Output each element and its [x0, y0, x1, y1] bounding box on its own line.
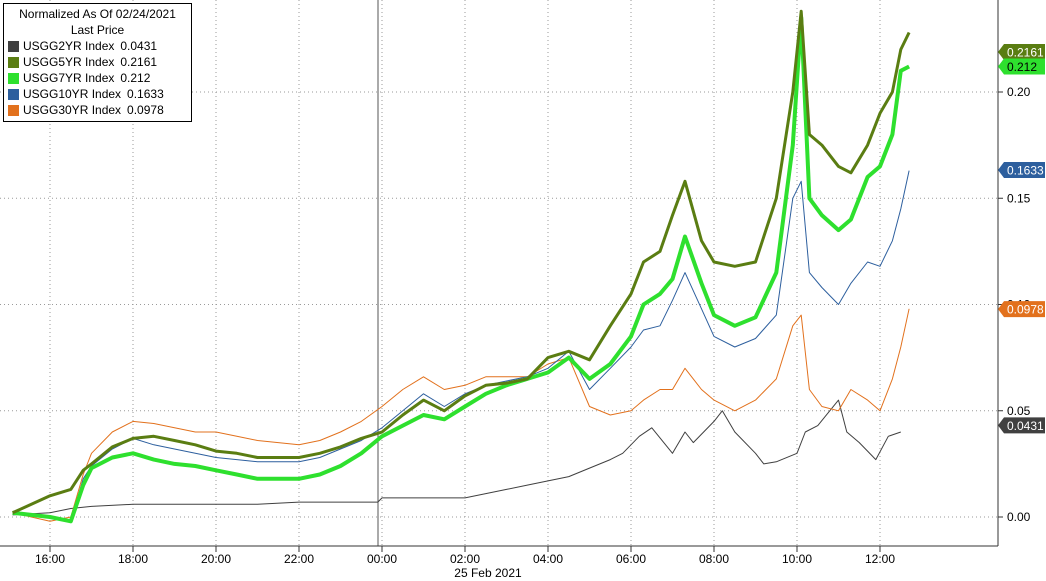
legend-swatch	[8, 88, 19, 100]
last-value-tag: 0.1633	[998, 161, 1045, 178]
legend-swatch	[8, 72, 19, 84]
series-line-usgg5yr	[11, 9, 911, 515]
x-tick-label: 08:00	[699, 552, 729, 566]
x-axis-label: 25 Feb 2021	[454, 566, 522, 580]
legend-series-value: 0.2161	[120, 55, 158, 69]
last-value-tag-label: 0.0431	[1007, 419, 1044, 433]
x-tick-label: 04:00	[533, 552, 563, 566]
x-tick-label: 18:00	[118, 552, 148, 566]
last-value-tag-box	[998, 44, 1045, 60]
last-value-tag: 0.0431	[998, 417, 1045, 434]
last-value-tag-box	[998, 417, 1045, 434]
y-axis: 0.000.050.100.150.20	[998, 85, 1031, 524]
legend-swatch	[8, 40, 19, 52]
x-tick-label: 12:00	[865, 552, 895, 566]
x-axis: 16:00 18:00 20:00 22:00 00:00 02:00 04:00 06:00…	[35, 546, 895, 566]
legend-entry: USGG2YR Index 0.0431	[8, 38, 187, 54]
series-line-usgg7yr	[12, 15, 911, 524]
legend-header: Last Price	[70, 23, 125, 37]
series-layer	[11, 9, 911, 524]
legend-entry: USGG7YR Index 0.212	[8, 70, 187, 86]
legend-swatch	[8, 56, 19, 68]
last-value-tag: 0.0978	[998, 301, 1045, 318]
last-value-tag-box	[998, 161, 1045, 178]
x-tick-label: 20:00	[201, 552, 231, 566]
x-tick-label: 02:00	[450, 552, 480, 566]
last-value-tag: 0.2161	[998, 44, 1045, 60]
x-tick-label: 10:00	[782, 552, 812, 566]
y-tick-label: 0.00	[1007, 510, 1031, 524]
value-tags: 0.2161 0.1633 0.0978 0.0431 0.212	[998, 44, 1045, 434]
legend-entry: USGG30YR Index 0.0978	[8, 102, 187, 118]
series-line-usgg2yr	[12, 399, 901, 516]
x-tick-label: 22:00	[284, 552, 314, 566]
last-value-tag-label: 0.1633	[1007, 163, 1044, 177]
x-tick-label: 00:00	[367, 552, 397, 566]
last-value-tag-label: 0.212	[1007, 60, 1037, 74]
y-tick-label: 0.15	[1007, 191, 1031, 205]
legend-series-name: USGG7YR Index	[23, 71, 115, 85]
legend-title: Normalized As Of 02/24/2021	[19, 7, 176, 21]
last-value-tag-box	[998, 58, 1045, 75]
series-line-usgg10yr	[12, 170, 910, 522]
y-tick-label: 0.05	[1007, 404, 1031, 418]
legend-entry: USGG5YR Index 0.2161	[8, 54, 187, 70]
legend-series-name: USGG10YR Index	[23, 87, 122, 101]
last-value-tag: 0.212	[998, 58, 1045, 75]
last-value-tag-box	[998, 301, 1045, 318]
legend-series-value: 0.1633	[127, 87, 164, 101]
legend-swatch	[8, 104, 19, 116]
legend-series-value: 0.212	[120, 71, 151, 85]
y-tick-label: 0.20	[1007, 85, 1031, 99]
x-tick-label: 06:00	[616, 552, 646, 566]
legend-series-value: 0.0978	[127, 103, 164, 117]
legend-series-name: USGG30YR Index	[23, 103, 122, 117]
grid	[0, 0, 998, 546]
legend-series-value: 0.0431	[120, 39, 158, 53]
legend-series-name: USGG2YR Index	[23, 39, 115, 53]
last-value-tag-label: 0.0978	[1007, 303, 1044, 317]
legend: Normalized As Of 02/24/2021 Last Price U…	[3, 3, 192, 122]
x-tick-label: 16:00	[35, 552, 65, 566]
legend-entry: USGG10YR Index 0.1633	[8, 86, 187, 102]
last-value-tag-label: 0.2161	[1007, 46, 1044, 60]
legend-series-name: USGG5YR Index	[23, 55, 115, 69]
